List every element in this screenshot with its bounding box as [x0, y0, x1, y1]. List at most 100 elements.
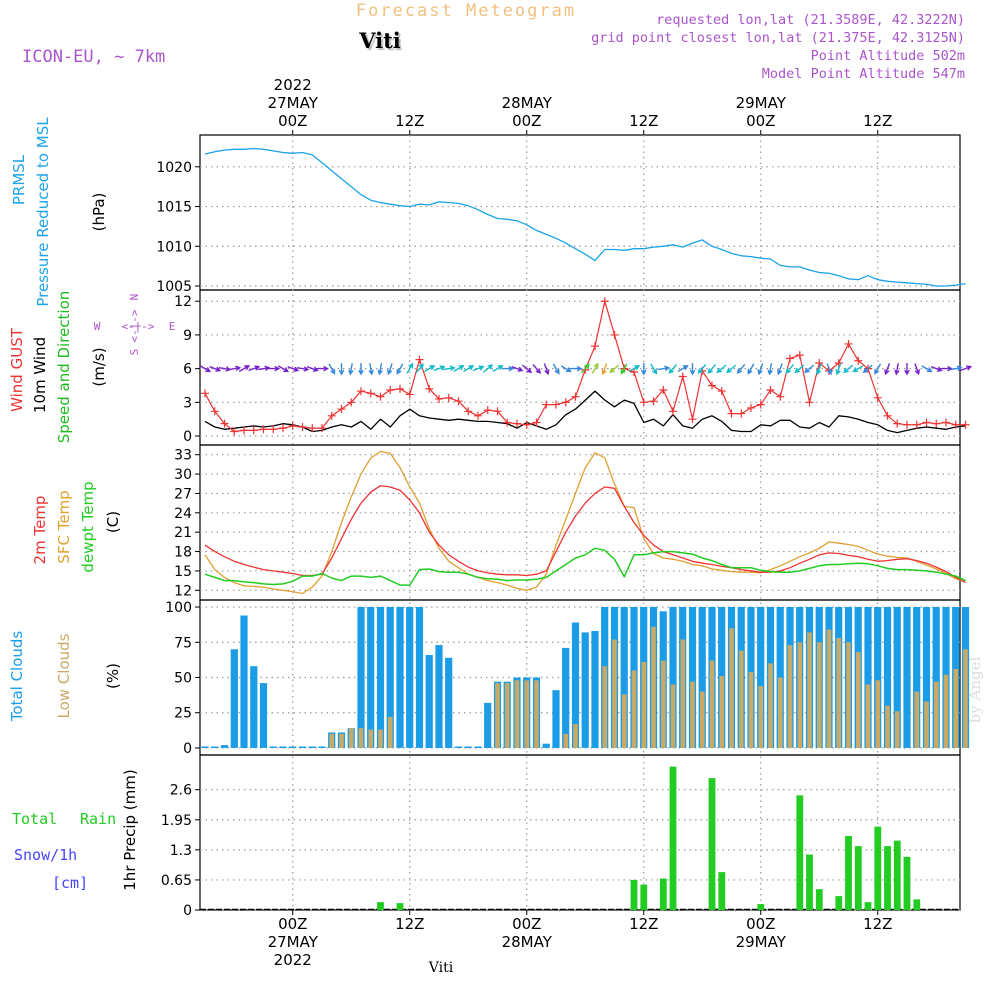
- wind-gust-marker: [474, 411, 482, 420]
- wind-direction-arrow: [552, 363, 560, 375]
- low-clouds-bar: [739, 650, 744, 748]
- precip-bar: [874, 826, 882, 910]
- wind-direction-arrow: [826, 363, 833, 376]
- precip-y-tick-label: 1.3: [170, 843, 192, 859]
- wind-direction-arrow: [835, 363, 842, 376]
- wind-direction-arrow: [650, 363, 658, 375]
- wind-direction-arrow: [689, 363, 696, 376]
- total-clouds-bar: [932, 607, 940, 748]
- wind-direction-arrow: [794, 364, 805, 374]
- bottom-time-label: 29MAY: [736, 933, 787, 951]
- wind-direction-arrow: [904, 363, 910, 376]
- total-clouds-bar: [279, 746, 287, 748]
- temperature-y-tick-label: 33: [174, 448, 192, 464]
- bottom-time-label: 12Z: [629, 915, 658, 933]
- dewpt-temp-line: [204, 547, 966, 586]
- total-clouds-bar: [591, 631, 599, 748]
- compass-horizontal-arrow: <-|->: [121, 320, 154, 333]
- low-clouds-bar: [690, 681, 695, 748]
- wind-direction-arrow: [377, 363, 383, 376]
- wind-gust-marker: [240, 426, 248, 435]
- low-clouds-bar: [339, 733, 344, 748]
- wind-gust-marker: [249, 426, 258, 435]
- wind-direction-arrow: [914, 363, 920, 376]
- wind-y-tick-label: 0: [183, 429, 192, 445]
- wind-gust-marker: [669, 407, 677, 416]
- total-clouds-bar: [289, 746, 297, 748]
- temperature-y-tick-label: 24: [174, 506, 192, 522]
- wind-gust-marker: [873, 393, 882, 402]
- wind-direction-arrow: [940, 365, 953, 372]
- low-clouds-bar: [924, 701, 929, 748]
- wind-direction-arrow: [328, 363, 336, 375]
- low-clouds-bar: [700, 691, 705, 748]
- requested-coordinates: requested lon,lat (21.3589E, 42.3222N): [656, 12, 965, 28]
- total-clouds-bar: [698, 607, 706, 748]
- wind-gust-marker: [357, 387, 365, 396]
- wind-speed-direction-label: Speed and Direction: [55, 291, 73, 444]
- low-clouds-bar: [563, 733, 569, 748]
- total-clouds-bar: [435, 645, 443, 748]
- wind-direction-arrow: [950, 365, 963, 372]
- point-altitude: Point Altitude 502m: [811, 48, 965, 64]
- wind-direction-arrow: [726, 364, 737, 374]
- wind-gust-marker: [327, 411, 336, 420]
- wind-gust-marker: [396, 384, 404, 393]
- low-clouds-bar: [914, 691, 920, 748]
- precip-bar: [864, 902, 872, 910]
- compass-rose: N S <-|-> W <-|-> E: [94, 294, 176, 356]
- low-clouds-bar: [514, 680, 520, 748]
- wind-direction-arrow: [843, 364, 854, 374]
- wind-direction-arrow: [862, 364, 873, 374]
- wind-direction-arrow: [463, 365, 475, 373]
- clouds-y-tick-label: 0: [183, 741, 192, 757]
- wind-gust-marker: [805, 398, 814, 407]
- temp-2m-line: [204, 485, 966, 584]
- temp-unit: (C): [104, 511, 122, 533]
- precip-bar: [669, 766, 677, 910]
- total-clouds-bar: [250, 666, 258, 748]
- wind-unit: (m/s): [90, 347, 108, 386]
- precip-y-tick-label: 0.65: [161, 873, 192, 889]
- total-clouds-bar: [367, 607, 375, 748]
- wind-gust-marker: [932, 419, 941, 428]
- low-clouds-bar: [378, 729, 383, 748]
- wind-direction-arrow: [522, 364, 533, 374]
- low-clouds-bar: [709, 660, 715, 748]
- wind-gust-marker: [649, 397, 658, 406]
- precip-bar: [396, 903, 404, 910]
- wind-gust-marker: [318, 424, 326, 433]
- wind-gust-marker: [220, 419, 229, 428]
- total-clouds-bar: [464, 746, 472, 748]
- compass-east: E: [169, 320, 176, 333]
- wind-gust-marker: [747, 403, 755, 412]
- precip-bar: [884, 846, 891, 910]
- wind-gust-marker: [386, 385, 395, 394]
- temperature-y-tick-label: 12: [174, 583, 192, 599]
- wind-direction-arrow: [424, 365, 436, 373]
- low-clouds-bar: [778, 677, 783, 748]
- wind-gust-marker: [366, 389, 375, 398]
- total-clouds-bar: [230, 649, 238, 748]
- wind-direction-arrow: [816, 363, 822, 376]
- precip-bar: [845, 836, 852, 910]
- wind-gust-marker: [893, 419, 902, 428]
- low-clouds-bar: [495, 683, 500, 748]
- wind-direction-arrow: [921, 365, 933, 373]
- top-time-label: 12Z: [395, 112, 424, 130]
- compass-south: S: [128, 349, 141, 356]
- low-clouds-bar: [504, 683, 510, 748]
- wind-direction-arrow: [628, 365, 641, 373]
- top-time-label: 12Z: [629, 112, 658, 130]
- wind-direction-arrow: [267, 365, 281, 372]
- wind-gust-marker: [688, 415, 697, 424]
- wind-direction-arrow: [453, 365, 465, 373]
- low-clouds-bar: [865, 684, 871, 748]
- total-clouds-bar: [776, 607, 784, 748]
- wind-direction-arrow: [560, 365, 572, 373]
- total-clouds-bar: [308, 746, 316, 748]
- wind-direction-arrow: [601, 363, 608, 376]
- wind-direction-arrow: [609, 364, 620, 374]
